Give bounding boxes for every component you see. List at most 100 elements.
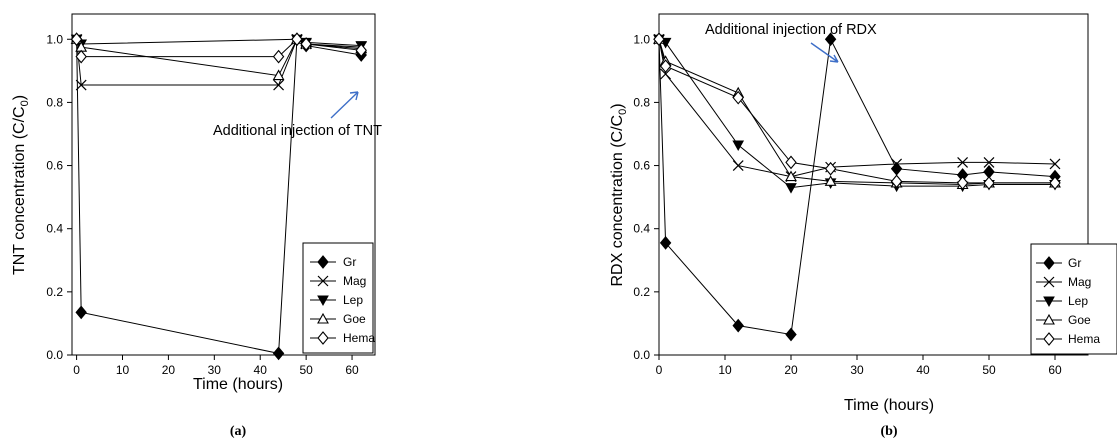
- data-point-hema: [824, 161, 837, 176]
- legend-marker-goe: [1043, 313, 1055, 325]
- data-point-goe: [824, 175, 837, 186]
- data-point-hema: [732, 90, 744, 105]
- legend-b: Gr Mag Lep Goe Hema: [1030, 243, 1117, 355]
- y-tick-label: 0.6: [633, 159, 650, 173]
- panel-label-b: (b): [880, 424, 897, 439]
- legend-marker-lep: [1043, 296, 1055, 308]
- y-tick-label: 0.8: [46, 95, 63, 109]
- x-axis-label-b: Time (hours): [844, 397, 934, 414]
- y-tick-label: 1.0: [633, 32, 650, 46]
- data-point-hema: [659, 59, 672, 73]
- series-lines-b: [658, 37, 1056, 336]
- axis-ticks-a: 0 10 20 30 40 50 60 0.0 0.2 0.4 0.6 0.8 1.0: [46, 32, 359, 377]
- series-markers-a: [70, 32, 368, 361]
- legend-box-a: [302, 242, 374, 354]
- data-point-gr: [785, 327, 797, 342]
- y-tick-label: 0.2: [633, 285, 650, 299]
- data-point-hema: [355, 43, 367, 58]
- annotation-text-a: Additional injection of TNT: [213, 123, 382, 139]
- legend-label-hema: Hema: [343, 331, 375, 345]
- legend-label-mag: Mag: [343, 274, 366, 288]
- legend-label-lep: Lep: [343, 293, 363, 307]
- data-point-hema: [272, 49, 285, 64]
- legend-label-gr: Gr: [1068, 256, 1081, 270]
- legend-marker-goe: [317, 312, 329, 324]
- annotation-arrow-b: [810, 42, 839, 63]
- series-line-hema: [658, 39, 1055, 184]
- y-tick-label: 0.4: [633, 222, 650, 236]
- plot-frame-b: [658, 13, 1089, 356]
- data-point-hema: [291, 32, 303, 47]
- legend-label-gr: Gr: [343, 255, 356, 269]
- x-axis-label-a: Time (hours): [193, 376, 283, 393]
- annotation-b: Additional injection of RDX: [705, 22, 877, 63]
- data-point-goe: [785, 170, 797, 182]
- x-tick-label: 10: [116, 363, 130, 377]
- x-tick-label: 40: [916, 363, 930, 377]
- data-point-lep: [732, 140, 745, 152]
- x-tick-label: 30: [208, 363, 222, 377]
- y-tick-label: 0.2: [46, 285, 63, 299]
- data-point-mag: [660, 68, 672, 80]
- x-tick-label: 10: [718, 363, 732, 377]
- legend-marker-gr: [1043, 256, 1055, 270]
- legend-label-mag: Mag: [1068, 275, 1091, 289]
- data-point-gr: [824, 32, 837, 47]
- annotation-text-b: Additional injection of RDX: [705, 22, 877, 38]
- data-point-hema: [653, 32, 665, 47]
- data-point-hema: [75, 49, 87, 64]
- legend-marker-gr: [317, 255, 329, 269]
- legend-marker-mag: [1043, 276, 1055, 288]
- data-point-mag: [983, 156, 995, 168]
- x-tick-label: 50: [299, 363, 313, 377]
- series-line-mag: [76, 38, 362, 86]
- plot-frame-a: [71, 13, 376, 356]
- data-point-mag: [273, 79, 285, 91]
- data-point-gr: [272, 346, 285, 361]
- x-tick-label: 50: [982, 363, 996, 377]
- axis-ticks-b: 0 10 20 30 40 50 60 0.0 0.2 0.4 0.6 0.8 1.0: [633, 32, 1062, 377]
- series-line-gr: [658, 37, 1056, 336]
- x-tick-label: 0: [656, 363, 663, 377]
- x-tick-label: 20: [784, 363, 798, 377]
- legend-label-goe: Goe: [343, 312, 366, 326]
- data-point-hema: [785, 155, 797, 170]
- data-point-gr: [659, 236, 672, 250]
- x-tick-label: 0: [73, 363, 80, 377]
- legend-marker-hema: [1043, 332, 1055, 346]
- legend-label-lep: Lep: [1068, 294, 1088, 308]
- data-point-gr: [732, 318, 744, 333]
- y-tick-label: 0.8: [633, 95, 650, 109]
- y-axis-label-a: TNT concentration (C/C0): [11, 95, 31, 275]
- data-point-lep: [785, 183, 797, 194]
- data-point-goe: [272, 69, 285, 81]
- series-line-goe: [76, 38, 362, 77]
- legend-marker-lep: [317, 295, 329, 307]
- x-tick-label: 20: [162, 363, 176, 377]
- data-point-mag: [1049, 158, 1061, 170]
- series-markers-b: [653, 32, 1061, 342]
- data-point-hema: [983, 176, 995, 190]
- y-tick-label: 0.4: [46, 222, 63, 236]
- legend-a: Gr Mag Lep Goe Hema: [302, 242, 375, 354]
- y-tick-label: 1.0: [46, 32, 63, 46]
- y-axis-label-b: RDX concentration (C/C0): [609, 103, 629, 286]
- legend-label-hema: Hema: [1068, 332, 1100, 346]
- annotation-arrow-a: [330, 91, 359, 119]
- data-point-mag: [891, 158, 903, 170]
- data-point-mag: [75, 79, 87, 91]
- data-point-hema: [70, 32, 83, 47]
- data-point-mag: [732, 160, 744, 171]
- annotation-a: Additional injection of TNT: [213, 91, 382, 139]
- data-point-hema: [1049, 176, 1061, 190]
- y-tick-label: 0.0: [633, 348, 650, 362]
- data-point-hema: [956, 176, 969, 190]
- legend-marker-mag: [317, 275, 329, 287]
- x-tick-label: 30: [850, 363, 864, 377]
- y-tick-label: 0.6: [46, 159, 63, 173]
- chart-panel-b: 0 10 20 30 40 50 60 0.0 0.2 0.4 0.6 0.8 1.0 Gr Mag Lep…: [609, 13, 1117, 439]
- data-point-hema: [890, 174, 903, 189]
- legend-label-goe: Goe: [1068, 313, 1091, 327]
- data-point-mag: [957, 156, 969, 168]
